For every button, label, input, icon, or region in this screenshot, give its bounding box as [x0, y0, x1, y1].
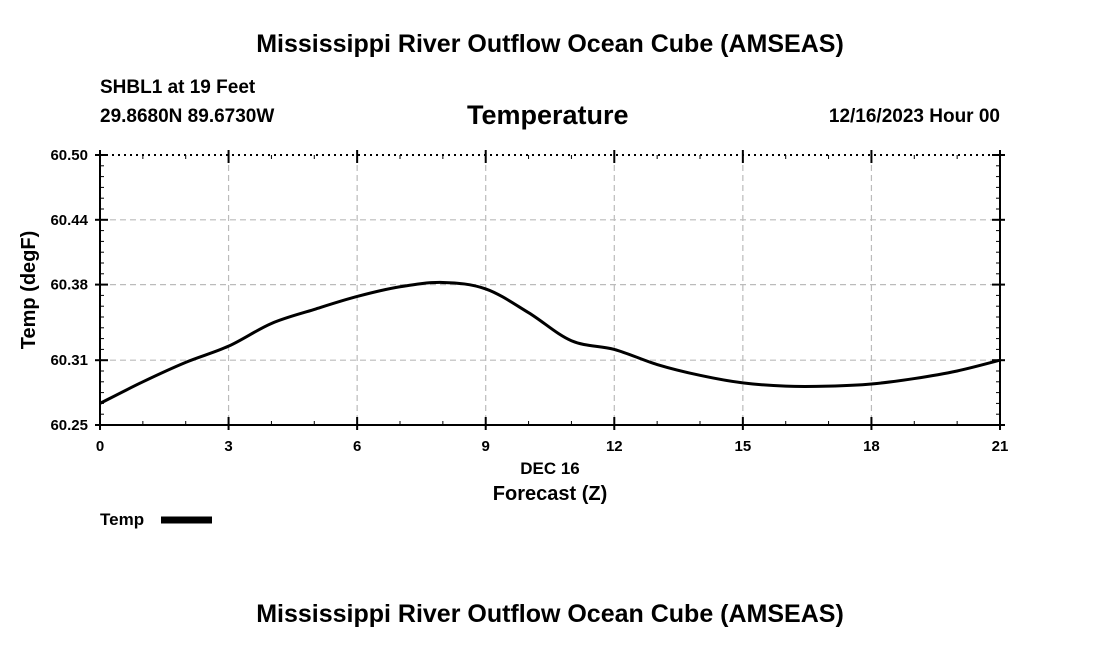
location-coordinates: 29.8680N 89.6730W — [100, 106, 275, 127]
main-title: Mississippi River Outflow Ocean Cube (AM… — [256, 30, 844, 58]
x-tick-label: 18 — [863, 438, 880, 455]
station-label: SHBL1 at 19 Feet — [100, 77, 256, 98]
legend-label: Temp — [100, 510, 144, 529]
x-tick-label: 15 — [735, 438, 752, 455]
y-axis-label: Temp (degF) — [18, 231, 40, 350]
y-tick-label: 60.38 — [50, 277, 88, 294]
chart-title: Temperature — [467, 100, 629, 130]
axes — [99, 154, 1001, 426]
temp-series-line — [99, 280, 1001, 405]
x-axis-label: Forecast (Z) — [493, 483, 607, 505]
forecast-datetime: 12/16/2023 Hour 00 — [828, 106, 1000, 127]
y-tick-label: 60.25 — [50, 417, 88, 434]
ticks: 60.25 60.31 60.38 60.44 60.50 0 3 6 9 12 15 18 21 — [50, 147, 1008, 455]
x-tick-label: 21 — [992, 438, 1009, 455]
y-tick-label: 60.31 — [50, 352, 88, 369]
y-tick-label: 60.50 — [50, 147, 88, 164]
bottom-title: Mississippi River Outflow Ocean Cube (AM… — [256, 600, 844, 628]
x-tick-label: 3 — [224, 438, 232, 455]
y-tick-label: 60.44 — [50, 212, 88, 229]
x-axis-sublabel: DEC 16 — [520, 459, 580, 478]
x-tick-label: 6 — [353, 438, 361, 455]
x-tick-label: 0 — [96, 438, 104, 455]
x-tick-label: 9 — [482, 438, 490, 455]
x-tick-label: 12 — [606, 438, 623, 455]
